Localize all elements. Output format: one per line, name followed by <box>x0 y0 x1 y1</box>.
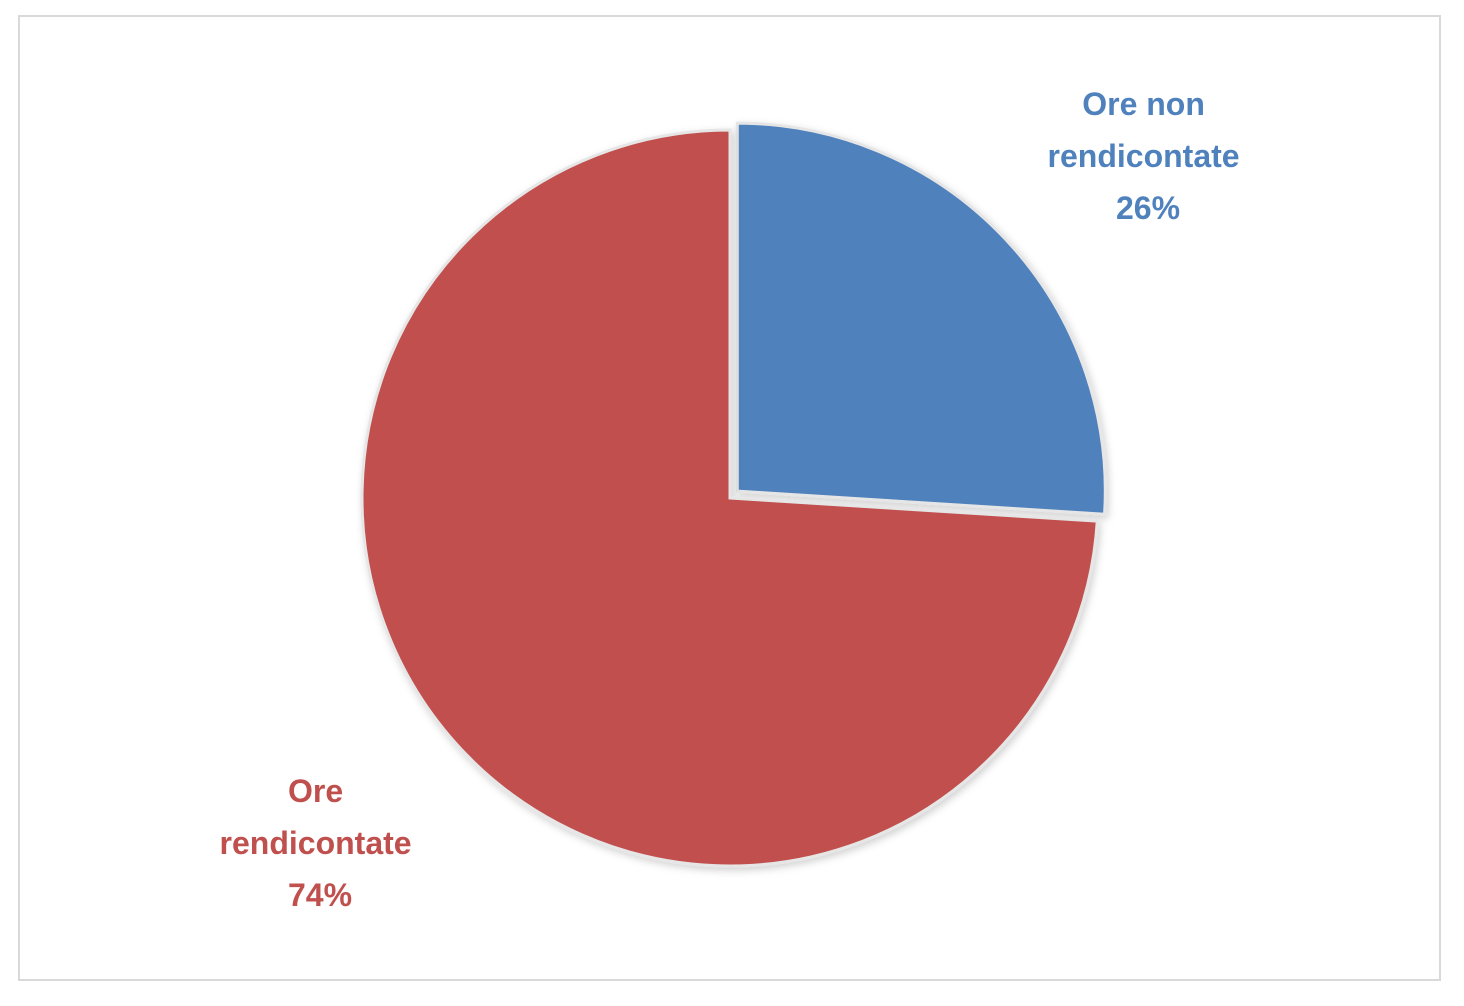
pie-slice-ore-rendicontate <box>360 128 1099 868</box>
pie-slice-ore-non-rendicontate <box>735 121 1107 516</box>
slice-label-ore-rendicontate: Ore rendicontate 74% <box>220 773 421 913</box>
slice-percent-label: 26% <box>1116 190 1180 226</box>
slice-label-line1: Ore <box>288 773 343 809</box>
pie-slices <box>360 121 1107 868</box>
slice-label-line1: Ore non <box>1082 86 1205 122</box>
slice-percent-label: 74% <box>288 877 352 913</box>
slice-label-ore-non-rendicontate: Ore non rendicontate 26% <box>1048 86 1249 226</box>
slice-label-line2: rendicontate <box>220 825 412 861</box>
slice-label-line2: rendicontate <box>1048 138 1240 174</box>
